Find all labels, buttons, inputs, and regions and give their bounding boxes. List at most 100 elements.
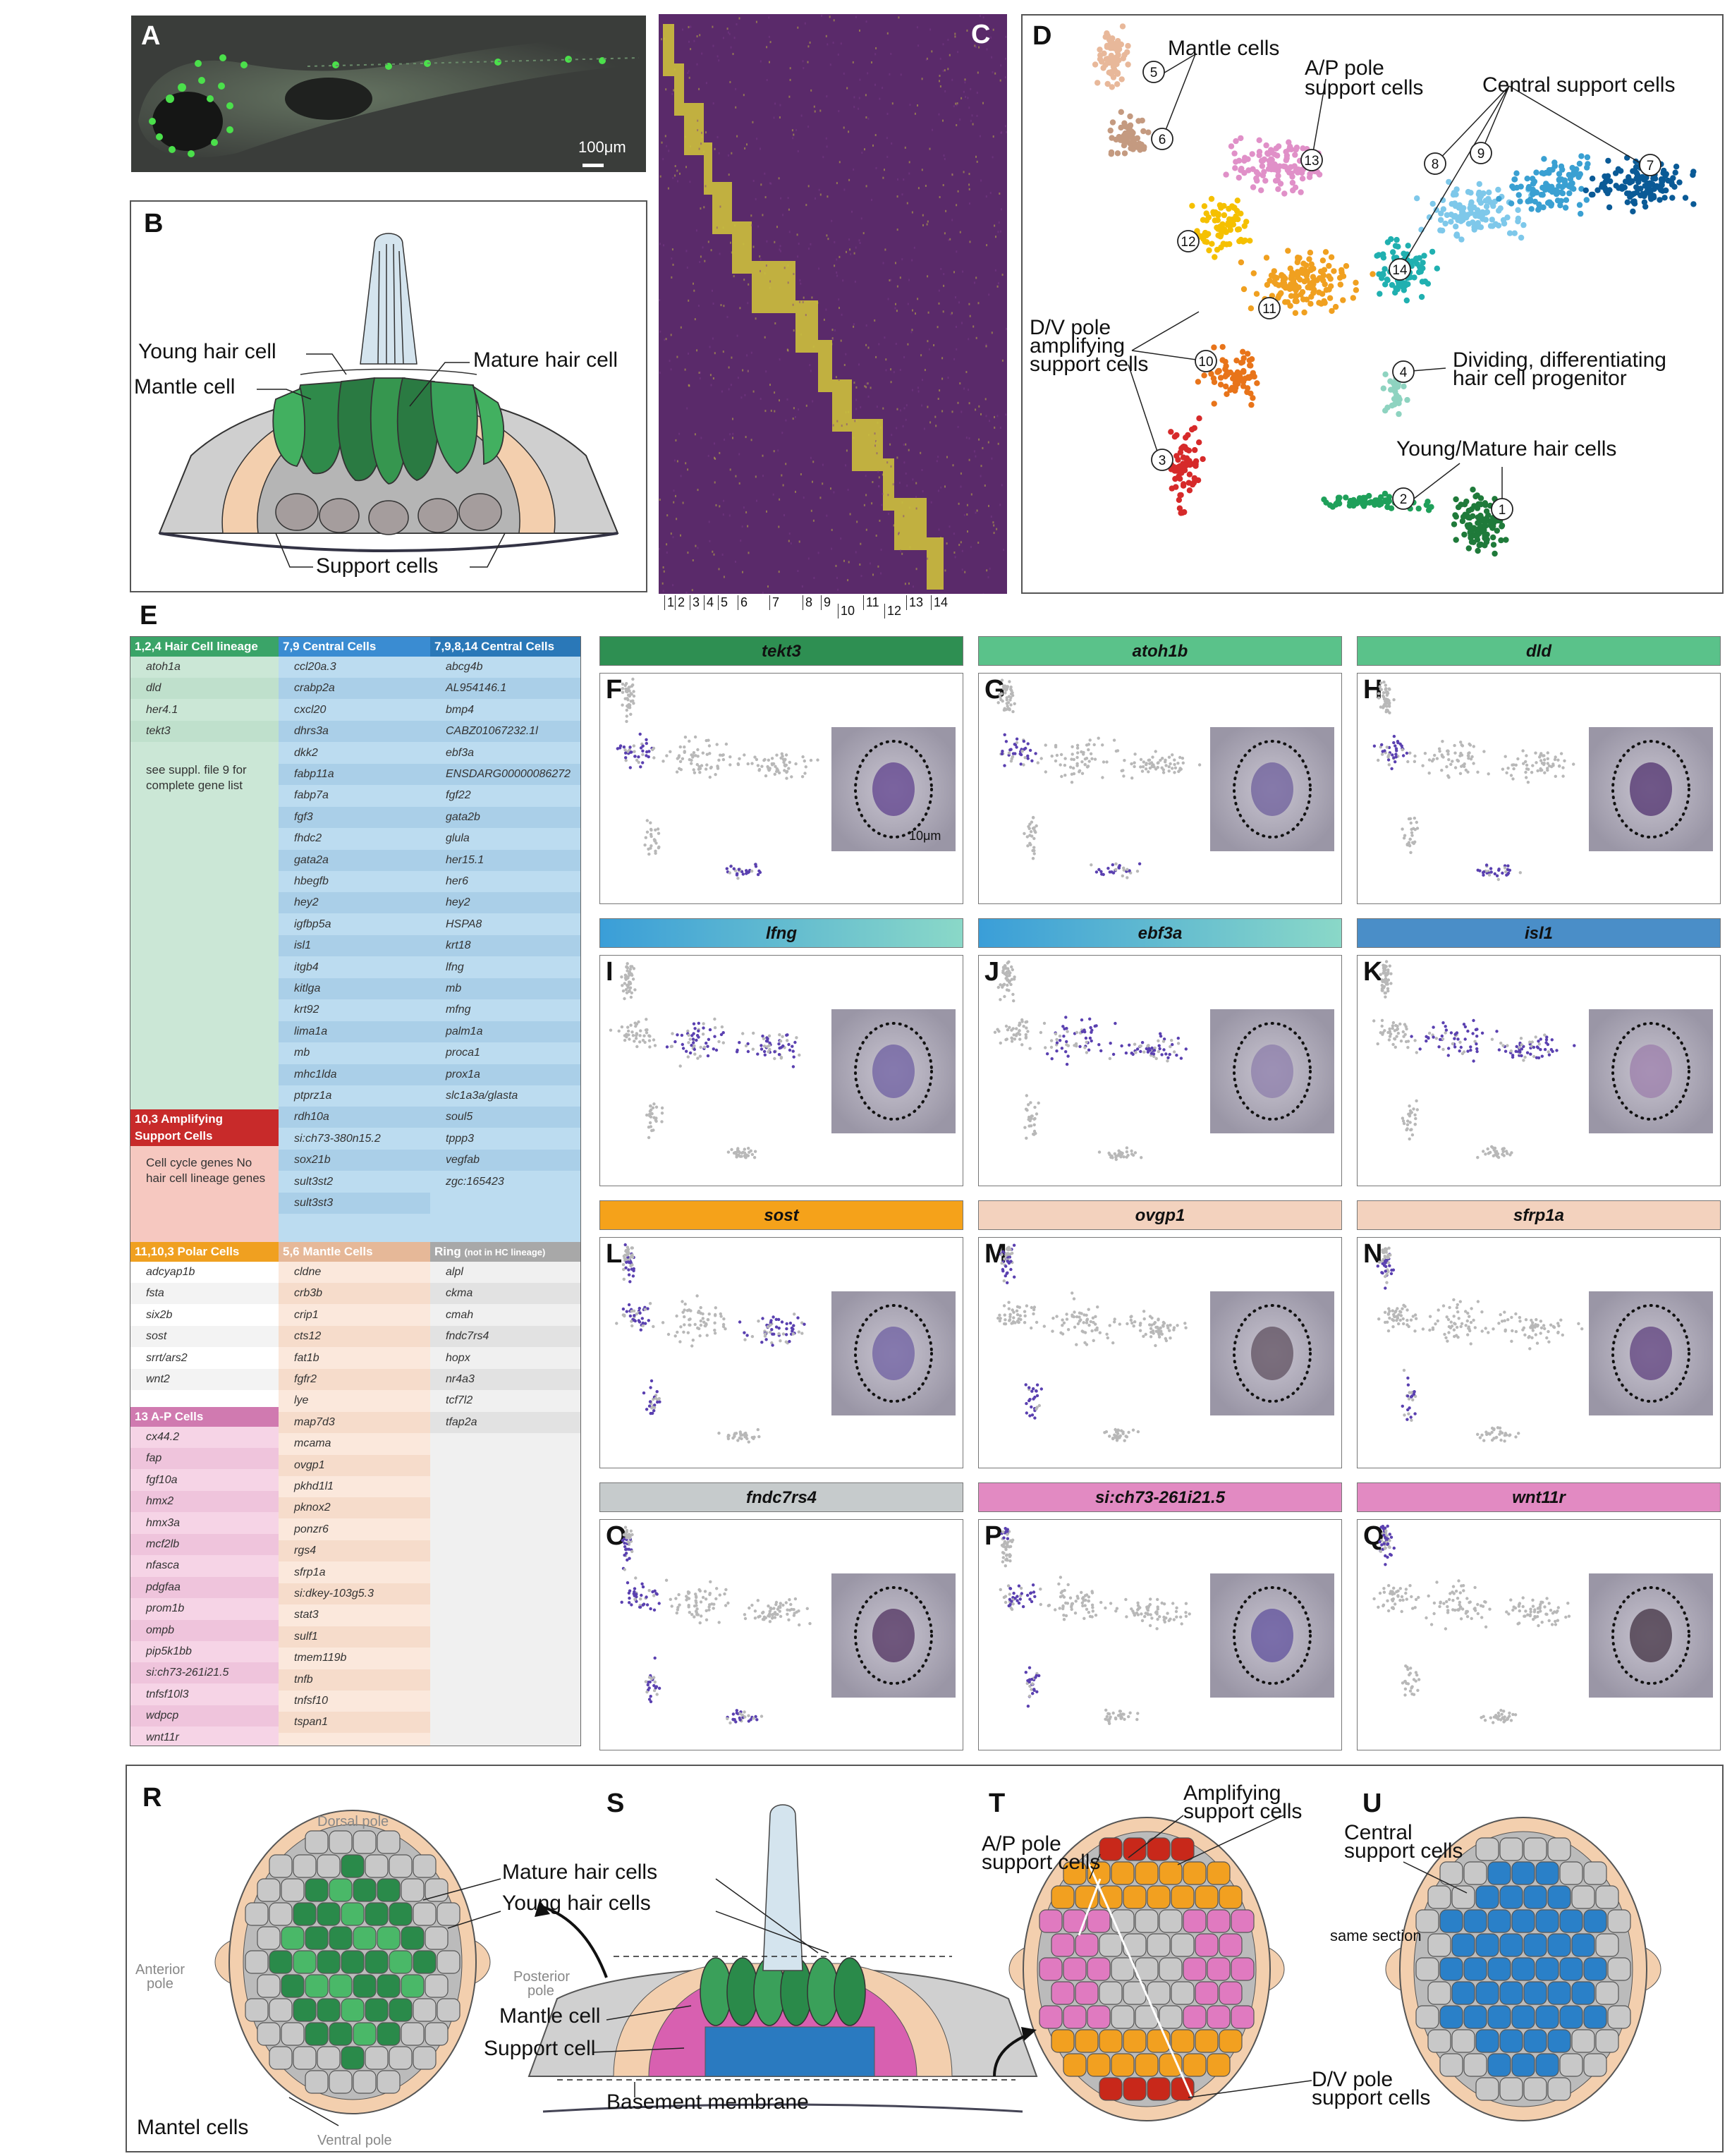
mini-tsne-point (713, 1328, 716, 1332)
mini-tsne-point (1122, 774, 1126, 778)
mini-tsne-point (1503, 1439, 1506, 1443)
heatmap-noise (953, 105, 955, 108)
staining (1630, 1327, 1672, 1380)
tsne-point (1440, 206, 1446, 212)
mini-tsne (615, 1243, 806, 1444)
heatmap-noise (922, 214, 924, 217)
mini-tsne-point (1383, 1255, 1386, 1258)
mini-tsne-point (1123, 1439, 1126, 1442)
gene-title-k: isl1 (1357, 918, 1721, 948)
heatmap-block (732, 221, 752, 274)
mini-tsne-point (1490, 1430, 1494, 1435)
tsne-point (1217, 382, 1224, 388)
tsne-point (1641, 199, 1648, 205)
heatmap-noise (673, 489, 675, 492)
mini-tsne-point (650, 1677, 653, 1681)
tsne-point (1453, 537, 1459, 543)
mini-tsne-point (1524, 770, 1527, 774)
mini-tsne-point (1008, 1313, 1012, 1316)
mini-tsne-point (1543, 1327, 1547, 1331)
tsne-point (1238, 166, 1245, 172)
heatmap-noise (991, 331, 993, 334)
heatmap-noise (709, 540, 711, 542)
heatmap-noise (954, 35, 956, 38)
mini-tsne-point (1437, 1308, 1440, 1312)
mini-tsne-point (1547, 1340, 1551, 1344)
tsne-point (1209, 240, 1215, 247)
heatmap-noise (964, 571, 966, 573)
heatmap-noise (903, 444, 905, 446)
heatmap-noise (730, 241, 731, 244)
mini-tsne-point (681, 1042, 684, 1047)
mini-tsne-point (1469, 1320, 1473, 1324)
mini-tsne-point (637, 1020, 640, 1024)
mini-tsne-point (1389, 982, 1393, 985)
heatmap-noise (940, 587, 942, 590)
mini-tsne-point (629, 995, 633, 999)
heatmap-noise (797, 255, 799, 258)
mini-tsne-point (634, 1024, 638, 1028)
mini-tsne-point (708, 752, 712, 755)
heatmap-noise (956, 326, 957, 328)
heatmap-noise (920, 451, 922, 454)
mini-tsne-point (656, 827, 660, 831)
mini-tsne-point (645, 741, 648, 745)
mini-tsne-point (1149, 1323, 1154, 1327)
tsne-point (1183, 446, 1190, 453)
col3-gene: slc1a3a/glasta (430, 1085, 580, 1107)
mini-tsne-point (1111, 1052, 1116, 1056)
tsne-point (1275, 173, 1281, 179)
heatmap-noise (695, 544, 697, 547)
tsne-point (1322, 249, 1329, 255)
mini-tsne-point (717, 1621, 721, 1624)
heatmap-noise (788, 231, 791, 233)
polar-gene: fsta (130, 1283, 279, 1305)
mini-tsne-point (1124, 1435, 1128, 1438)
tsne-point (1120, 55, 1126, 61)
mini-tsne-point (1009, 696, 1013, 700)
heatmap-noise (729, 433, 731, 436)
heatmap-noise (831, 219, 833, 222)
gene-panel-o: O (599, 1519, 963, 1750)
mini-tsne-point (1409, 851, 1413, 854)
heatmap-noise (946, 542, 948, 545)
mini-tsne-point (687, 1597, 691, 1600)
mini-tsne-point (754, 865, 758, 868)
mini-tsne-point (1457, 1317, 1460, 1320)
mini-tsne-point (1161, 768, 1165, 772)
heatmap-noise (823, 318, 825, 321)
mini-tsne-point (1025, 1411, 1028, 1415)
heatmap-noise (858, 97, 860, 99)
mini-tsne-point (1066, 1328, 1071, 1332)
mini-tsne-point (1012, 1033, 1016, 1037)
gene-title-m: ovgp1 (978, 1200, 1342, 1230)
mini-tsne-point (732, 867, 736, 870)
mini-tsne-point (718, 1593, 721, 1597)
mini-tsne-point (1411, 841, 1415, 844)
heatmap-block (927, 537, 944, 590)
heatmap-noise (674, 165, 676, 167)
heatmap-noise (807, 45, 810, 48)
heatmap-noise (739, 307, 741, 310)
mini-tsne-point (705, 1334, 709, 1337)
mini-tsne-point (1044, 770, 1047, 774)
heatmap-noise (872, 573, 874, 576)
heatmap-noise (699, 377, 701, 380)
mini-tsne-point (1002, 1279, 1006, 1283)
heatmap-noise (968, 106, 970, 109)
mini-tsne-point (1385, 693, 1389, 697)
heatmap-noise (742, 571, 743, 573)
tsne-point (1240, 286, 1248, 293)
heatmap-noise (705, 82, 707, 85)
mini-tsne-point (1164, 1052, 1168, 1056)
mini-tsne-point (1386, 1253, 1390, 1257)
tsne-point (1484, 209, 1491, 215)
heatmap-noise (972, 325, 975, 328)
mini-tsne-point (1133, 765, 1136, 769)
heatmap-noise (767, 585, 769, 588)
mini-tsne-point (792, 1324, 795, 1327)
mini-tsne-point (1518, 1046, 1521, 1049)
mini-tsne-point (1554, 774, 1557, 778)
heatmap-noise (728, 173, 730, 176)
col2-gene: ptprz1a (279, 1085, 430, 1107)
